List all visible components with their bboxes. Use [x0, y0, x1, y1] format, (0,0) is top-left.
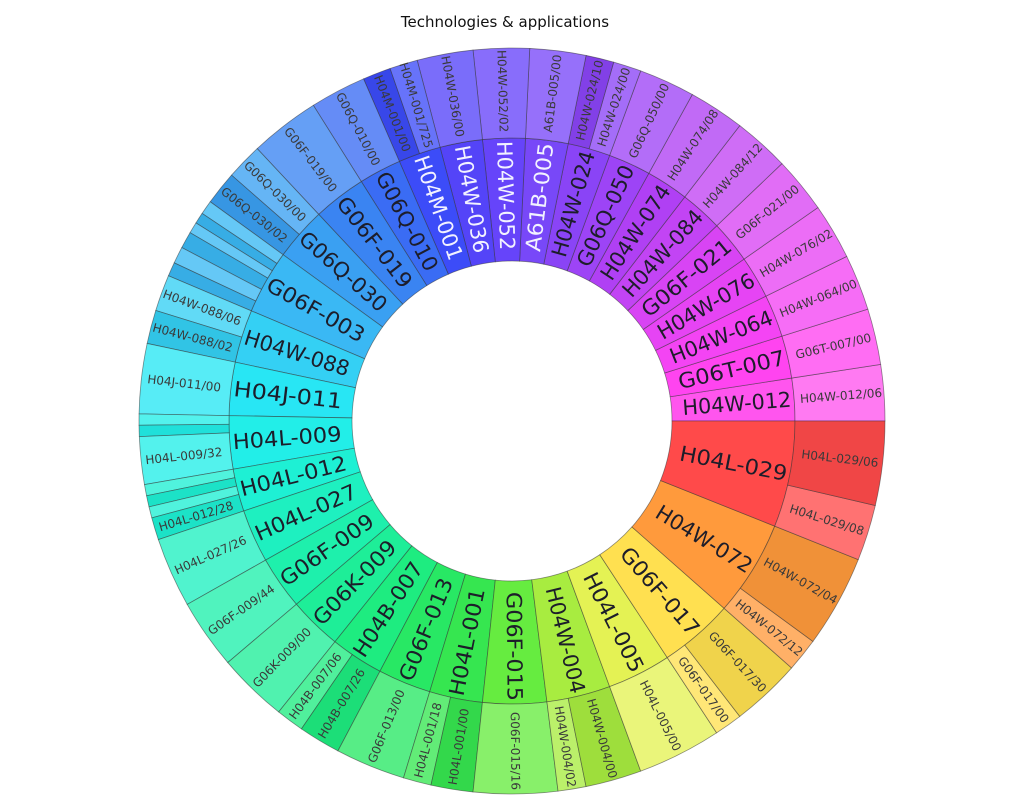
chart-title: Technologies & applications	[400, 13, 610, 31]
outer-label-h04w-052-02: H04W-052/02	[494, 50, 510, 133]
inner-label-h04w-052: H04W-052	[492, 141, 519, 251]
outer-label-g06f-015-16: G06F-015/16	[508, 712, 523, 790]
outer-segment-h04l-009-0[interactable]	[138, 413, 230, 426]
inner-label-g06f-015: G06F-015	[502, 592, 527, 701]
outer-segment-h04l-029-1[interactable]	[787, 420, 886, 506]
outer-label-h04w-012-06: H04W-012/06	[800, 386, 883, 406]
